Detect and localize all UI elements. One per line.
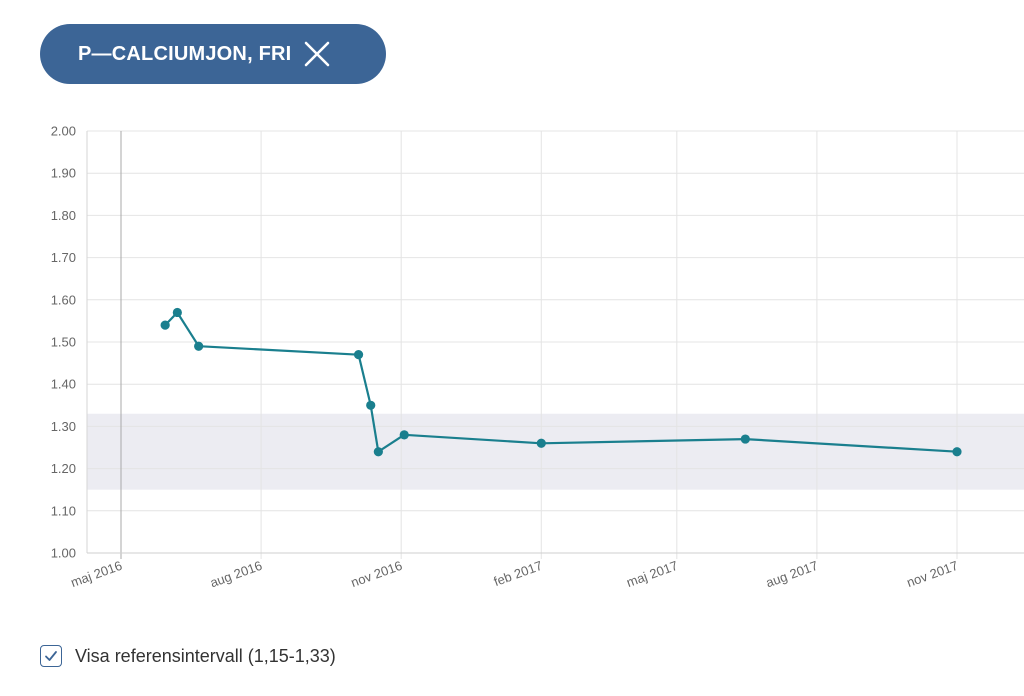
reference-interval-toggle[interactable]: Visa referensintervall (1,15-1,33) <box>40 645 336 667</box>
y-tick-label: 1.50 <box>51 335 76 350</box>
reference-band <box>87 413 1024 490</box>
y-tick-label: 2.00 <box>51 124 76 139</box>
x-tick-label: aug 2016 <box>208 558 264 591</box>
x-tick-label: aug 2017 <box>764 558 820 591</box>
data-point <box>373 447 383 457</box>
data-point <box>172 307 182 318</box>
y-tick-label: 1.10 <box>51 503 76 518</box>
data-point <box>160 320 170 330</box>
x-tick-label: maj 2017 <box>624 558 679 590</box>
y-tick-label: 1.80 <box>51 208 76 223</box>
line-chart: 1.00 1.10 1.20 1.30 1.40 1.50 1.60 1.70 1.80 1.90… <box>51 124 1024 591</box>
y-tick-label: 1.00 <box>51 546 76 561</box>
x-tick-label: nov 2017 <box>905 558 960 590</box>
reference-interval-label: Visa referensintervall (1,15-1,33) <box>75 645 336 666</box>
y-tick-label: 1.70 <box>51 250 76 265</box>
y-tick-label: 1.90 <box>51 166 76 181</box>
y-tick-label: 1.60 <box>51 292 76 307</box>
x-tick-label: nov 2016 <box>349 558 404 590</box>
filter-chip[interactable]: P—CALCIUMJON, FRI <box>40 24 386 84</box>
data-point <box>399 430 409 440</box>
x-tick-label: feb 2017 <box>492 558 545 589</box>
data-point <box>740 434 750 444</box>
data-point <box>536 438 546 448</box>
data-point <box>366 400 376 410</box>
y-tick-label: 1.20 <box>51 461 76 476</box>
close-icon[interactable] <box>303 40 331 68</box>
data-point <box>353 350 364 360</box>
reference-checkbox[interactable] <box>40 645 62 667</box>
y-tick-label: 1.30 <box>51 419 76 434</box>
series-line <box>164 311 958 453</box>
data-point <box>194 341 204 351</box>
y-tick-label: 1.40 <box>51 377 76 392</box>
filter-chip-label: P—CALCIUMJON, FRI <box>78 42 292 65</box>
x-tick-label: maj 2016 <box>69 558 124 590</box>
check-icon <box>45 651 57 661</box>
data-point <box>952 447 962 457</box>
